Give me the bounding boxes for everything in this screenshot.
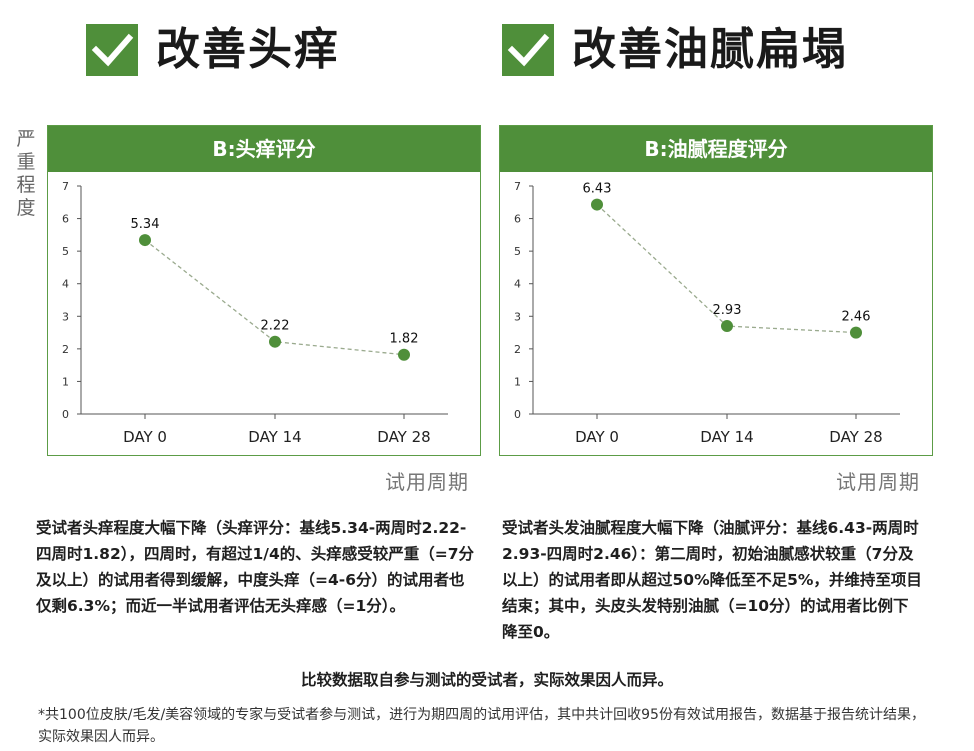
y-tick-label: 1 bbox=[514, 375, 521, 388]
data-label: 2.46 bbox=[842, 310, 871, 325]
y-tick-label: 0 bbox=[62, 408, 69, 421]
footnote: *共100位皮肤/毛发/美容领域的专家与受试者参与测试，进行为期四周的试用评估，… bbox=[38, 707, 925, 745]
y-tick-label: 7 bbox=[514, 180, 521, 193]
x-axis-label: 试用周期 bbox=[836, 470, 920, 494]
data-label: 2.22 bbox=[261, 319, 290, 334]
x-tick-label: DAY 0 bbox=[123, 428, 167, 446]
right-headline: 改善油腻扁塌 bbox=[572, 24, 848, 75]
x-tick-label: DAY 28 bbox=[377, 428, 430, 446]
check-icon bbox=[86, 24, 138, 76]
check-icon bbox=[502, 24, 554, 76]
x-axis-label: 试用周期 bbox=[385, 470, 469, 494]
data-label: 6.43 bbox=[583, 182, 612, 197]
y-tick-label: 1 bbox=[62, 375, 69, 388]
data-label: 2.93 bbox=[713, 303, 742, 318]
data-label: 1.82 bbox=[390, 332, 419, 347]
x-tick-label: DAY 14 bbox=[700, 428, 753, 446]
data-point bbox=[591, 198, 603, 211]
chart-plot-left: 0 1 2 3 4 5 6 7 DAY 0 DAY 14 DAY 28 5.34 2.22 1.82 bbox=[62, 180, 448, 446]
chart-panel-left: B:头痒评分 0 1 2 3 4 5 6 7 DAY 0 DAY 14 DAY 28 5.34 2.22… bbox=[47, 125, 481, 456]
y-axis-label: 严重程度 bbox=[16, 128, 36, 219]
chart-title: B:头痒评分 bbox=[48, 126, 480, 172]
y-tick-label: 4 bbox=[62, 278, 69, 291]
x-tick-label: DAY 28 bbox=[829, 428, 882, 446]
y-tick-label: 3 bbox=[62, 310, 69, 323]
chart-plot-right: 0 1 2 3 4 5 6 7 DAY 0 DAY 14 DAY 28 6.43 2.93 2.46 bbox=[514, 180, 900, 446]
data-point bbox=[721, 320, 733, 333]
y-tick-label: 6 bbox=[514, 213, 521, 226]
y-tick-label: 7 bbox=[62, 180, 69, 193]
data-point bbox=[398, 348, 410, 361]
x-tick-label: DAY 0 bbox=[575, 428, 619, 446]
chart-title: B:油腻程度评分 bbox=[500, 126, 932, 172]
data-point bbox=[269, 335, 281, 348]
x-tick-label: DAY 14 bbox=[248, 428, 301, 446]
data-point bbox=[850, 326, 862, 339]
y-tick-label: 2 bbox=[62, 343, 69, 356]
data-label: 5.34 bbox=[131, 217, 160, 232]
y-tick-label: 0 bbox=[514, 408, 521, 421]
y-tick-label: 5 bbox=[514, 245, 521, 258]
description-right: 受试者头发油腻程度大幅下降（油腻评分：基线6.43-两周时2.93-四周时2.4… bbox=[502, 519, 922, 641]
disclaimer-note: 比较数据取自参与测试的受试者，实际效果因人而异。 bbox=[300, 671, 673, 689]
left-headline: 改善头痒 bbox=[156, 24, 340, 75]
data-point bbox=[139, 234, 151, 247]
y-tick-label: 4 bbox=[514, 278, 521, 291]
chart-panel-right: B:油腻程度评分 0 1 2 3 4 5 6 7 DAY 0 DAY 14 DAY 28 6.43 2.… bbox=[499, 125, 933, 456]
y-tick-label: 3 bbox=[514, 310, 521, 323]
y-tick-label: 5 bbox=[62, 245, 69, 258]
y-tick-label: 6 bbox=[62, 213, 69, 226]
description-left: 受试者头痒程度大幅下降（头痒评分：基线5.34-两周时2.22-四周时1.82）… bbox=[36, 519, 474, 615]
y-tick-label: 2 bbox=[514, 343, 521, 356]
